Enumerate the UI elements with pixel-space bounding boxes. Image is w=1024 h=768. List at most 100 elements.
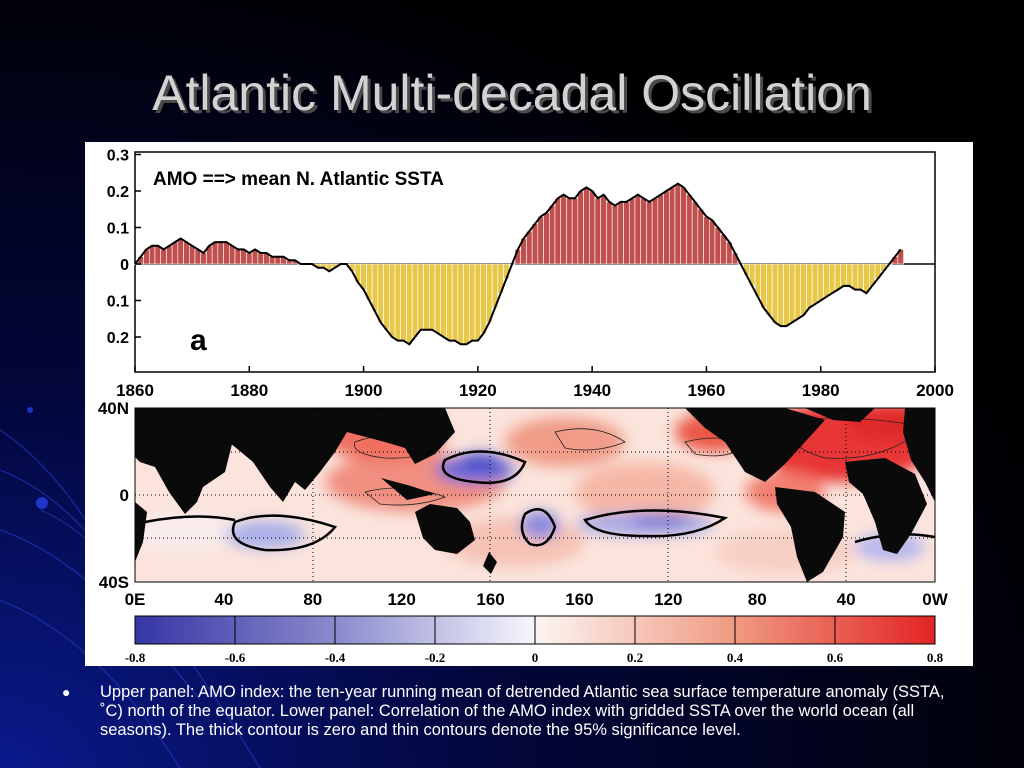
amo-bar [480,263,487,334]
amo-bar [817,263,824,301]
amo-bar [234,249,242,265]
amo-y-tick-label: 0 [120,257,129,274]
amo-series-line [134,182,902,346]
amo-bar [560,194,567,265]
amo-bar [537,216,544,265]
amo-bar [451,263,459,341]
amo-bar [806,263,813,309]
amo-bar [446,263,453,341]
amo-bar [531,223,539,265]
amo-y-tick-label: 0.2 [107,330,129,347]
amo-bar [617,201,624,265]
map-lon-label: 0W [922,590,948,609]
land-masses [135,408,935,582]
amo-bar [680,187,687,265]
figure-svg: 0.3 0.2 0.1 0 0.1 0.2 1860 1880 1900 1920 1940 196… [98,148,954,666]
colorbar-tick-label: 0 [532,650,539,665]
amo-bar [594,197,602,265]
map-lon-label: 120 [387,590,415,609]
amo-bar [440,263,447,338]
amo-y-tick-label: 0.1 [107,221,129,238]
amo-bar [663,190,670,265]
amo-bar [697,208,704,265]
amo-bar [474,263,482,341]
amo-bar [171,241,179,265]
amo-bar [246,252,253,265]
colorbar: -0.8 -0.6 -0.4 -0.2 0 0.2 0.4 0.6 0.8 [125,615,944,665]
map-lon-label: 80 [303,590,322,609]
amo-bar [646,201,653,265]
amo-bar [200,252,207,265]
colorbar-tick-label: 0.2 [627,650,643,665]
amo-bar [583,187,590,265]
amo-bar [628,197,636,265]
amo-bar [800,263,807,316]
amo-bar [468,263,476,341]
map-lon-label: 160 [476,590,504,609]
amo-bar [766,263,773,316]
amo-bar [823,263,830,298]
amo-bar [183,241,190,265]
amo-x-tick-label: 1860 [116,381,154,400]
amo-bar [686,194,693,265]
amo-bar [160,249,167,265]
amo-y-tick-label: 0.1 [107,294,129,311]
amo-bar [268,256,276,265]
amo-bar [548,205,556,265]
map-lat-label: 0 [120,486,129,505]
amo-bar [406,263,413,345]
amo-bar [257,252,264,265]
amo-bar [554,197,562,265]
amo-bar [708,219,716,265]
amo-bar [228,245,236,265]
amo-bar [571,197,579,265]
colorbar-tick-label: 0.8 [927,650,944,665]
colorbar-tick-label: 0.6 [827,650,844,665]
amo-bar [377,263,384,323]
amo-bar [177,238,184,265]
amo-bar [434,263,442,334]
amo-bar [600,194,607,265]
amo-bar [394,263,402,341]
amo-bar [588,190,596,265]
amo-bar [274,256,282,265]
amo-bar [577,190,584,265]
amo-bar [606,201,613,265]
amo-bar [777,263,784,327]
correlation-map: 40N 0 40S 0E 40 80 120 160 160 120 80 40 0W [98,399,949,609]
amo-bar [846,263,853,287]
amo-chart-title: AMO ==> mean N. Atlantic SSTA [153,169,444,190]
amo-bar [714,227,722,265]
amo-bar [566,197,573,265]
amo-bar [720,234,727,265]
colorbar-tick-label: -0.6 [225,650,246,665]
amo-bar [188,245,196,265]
figure-panel: 0.3 0.2 0.1 0 0.1 0.2 1860 1880 1900 1920 1940 196… [85,142,973,666]
amo-y-tick-label: 0.3 [107,148,129,165]
colorbar-tick-label: -0.8 [125,650,146,665]
colorbar-tick-label: 0.4 [727,650,744,665]
amo-bar [634,194,642,265]
amo-bar [388,263,396,338]
amo-x-tick-label: 1900 [345,381,383,400]
map-frame [134,407,936,583]
map-gridlines [135,408,935,582]
amo-bar [371,263,379,312]
amo-bar [400,263,407,341]
amo-bar [463,263,470,345]
amo-bar [668,187,676,265]
map-lat-label: 40N [98,399,129,418]
amo-bar [526,230,533,265]
amo-index-chart: 0.3 0.2 0.1 0 0.1 0.2 1860 1880 1900 1920 1940 196… [107,148,954,401]
map-lon-label: 40 [837,590,856,609]
amo-bar [383,263,390,330]
amo-bar [640,197,647,265]
amo-bar [543,212,550,265]
amo-bar [794,263,802,320]
map-lon-label: 120 [654,590,682,609]
amo-bar [211,241,219,265]
amo-bar [863,263,870,294]
amo-bar [411,263,419,338]
amo-x-tick-label: 1880 [230,381,268,400]
amo-bar [148,245,156,265]
